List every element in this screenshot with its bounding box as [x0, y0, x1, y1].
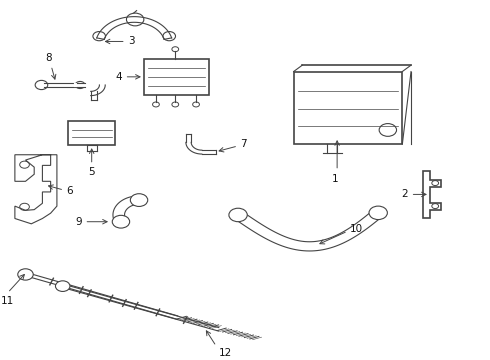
- Circle shape: [55, 281, 70, 292]
- Text: 10: 10: [350, 224, 363, 234]
- Circle shape: [369, 206, 388, 220]
- Text: 7: 7: [241, 139, 247, 149]
- Text: 3: 3: [128, 36, 135, 46]
- Text: 5: 5: [88, 167, 95, 177]
- Text: 6: 6: [67, 186, 73, 196]
- FancyBboxPatch shape: [68, 121, 115, 145]
- Text: 8: 8: [46, 53, 52, 63]
- Text: 11: 11: [1, 296, 14, 306]
- Circle shape: [112, 215, 130, 228]
- FancyBboxPatch shape: [144, 59, 209, 95]
- Circle shape: [18, 269, 33, 280]
- FancyBboxPatch shape: [294, 72, 402, 144]
- Text: 4: 4: [116, 72, 122, 82]
- Text: 1: 1: [331, 174, 338, 184]
- Text: 9: 9: [75, 217, 82, 227]
- Circle shape: [130, 194, 148, 206]
- Text: 12: 12: [219, 348, 232, 358]
- Text: 2: 2: [401, 189, 408, 199]
- Circle shape: [229, 208, 247, 222]
